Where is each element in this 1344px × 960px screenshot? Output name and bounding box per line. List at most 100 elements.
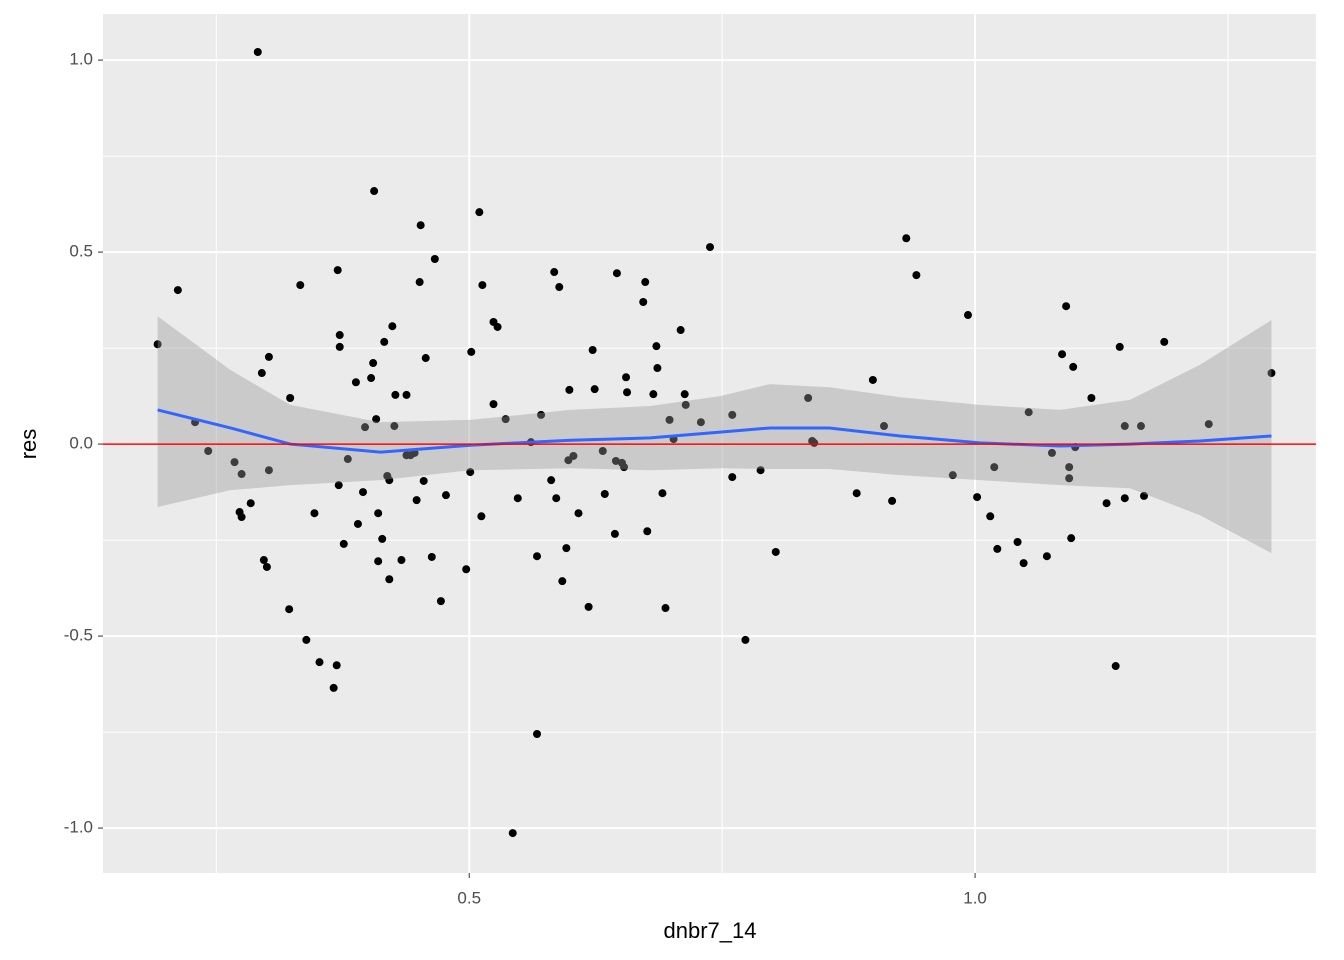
y-tick-label: 1.0 — [69, 50, 93, 69]
point — [562, 544, 571, 553]
point — [477, 512, 486, 521]
point — [868, 375, 877, 384]
y-axis-title: res — [16, 429, 41, 460]
point — [1087, 393, 1096, 402]
point — [415, 278, 424, 287]
point — [558, 577, 567, 586]
point — [1115, 342, 1124, 351]
point — [612, 269, 621, 278]
point — [359, 488, 368, 497]
point — [622, 373, 631, 382]
point — [620, 463, 629, 472]
point — [550, 268, 559, 277]
point — [804, 393, 813, 402]
point — [902, 234, 911, 243]
point — [810, 438, 819, 447]
point — [1102, 499, 1111, 508]
point — [986, 512, 995, 521]
point — [367, 374, 376, 383]
point — [1047, 448, 1056, 457]
point — [302, 635, 311, 644]
point — [706, 243, 715, 252]
point — [257, 369, 266, 378]
point — [555, 283, 564, 292]
point — [771, 547, 780, 556]
point — [390, 422, 399, 431]
point — [335, 331, 344, 340]
point — [1013, 537, 1022, 546]
point — [173, 286, 182, 295]
point — [419, 476, 428, 485]
point — [888, 496, 897, 505]
point — [537, 410, 546, 419]
point — [598, 446, 607, 455]
point — [1140, 491, 1149, 500]
point — [590, 385, 599, 394]
point — [335, 342, 344, 351]
point — [990, 463, 999, 472]
point — [1042, 552, 1051, 561]
point — [600, 489, 609, 498]
point — [533, 552, 542, 561]
x-tick-label: 1.0 — [963, 888, 987, 907]
point — [880, 422, 889, 431]
point — [756, 466, 765, 475]
point — [416, 221, 425, 230]
point — [508, 829, 517, 838]
point — [237, 470, 246, 479]
point — [584, 602, 593, 611]
point — [466, 468, 475, 477]
point — [611, 456, 620, 465]
point — [374, 557, 383, 566]
point — [467, 347, 476, 356]
point — [641, 278, 650, 287]
y-tick-label: -1.0 — [64, 818, 93, 837]
point — [380, 337, 389, 346]
point — [1160, 337, 1169, 346]
point — [1065, 474, 1074, 483]
point — [652, 342, 661, 351]
point — [253, 48, 262, 57]
point — [246, 499, 255, 508]
point — [912, 271, 921, 280]
point — [441, 491, 450, 500]
point — [378, 534, 387, 543]
point — [661, 604, 670, 613]
point — [696, 418, 705, 427]
point — [237, 513, 246, 522]
point — [370, 187, 379, 196]
point — [547, 476, 556, 485]
point — [1136, 422, 1145, 431]
point — [310, 509, 319, 518]
point — [334, 481, 343, 490]
point — [462, 565, 471, 574]
point — [361, 423, 370, 432]
point — [533, 729, 542, 738]
point — [1069, 362, 1078, 371]
y-tick-label: 0.0 — [69, 434, 93, 453]
point — [681, 400, 690, 409]
point — [353, 519, 362, 528]
point — [852, 489, 861, 498]
point — [153, 340, 162, 349]
point — [388, 322, 397, 331]
confidence-band — [157, 316, 1272, 554]
point — [948, 471, 957, 480]
point — [372, 415, 381, 424]
point — [264, 466, 273, 475]
point — [665, 415, 674, 424]
point — [1019, 559, 1028, 568]
point — [680, 390, 689, 399]
point — [1067, 534, 1076, 543]
point — [610, 529, 619, 538]
point — [623, 388, 632, 397]
point — [658, 489, 667, 498]
point — [493, 322, 502, 331]
point — [286, 393, 295, 402]
point — [653, 364, 662, 373]
point — [262, 562, 271, 571]
point — [385, 575, 394, 584]
point — [385, 476, 394, 485]
point — [728, 473, 737, 482]
